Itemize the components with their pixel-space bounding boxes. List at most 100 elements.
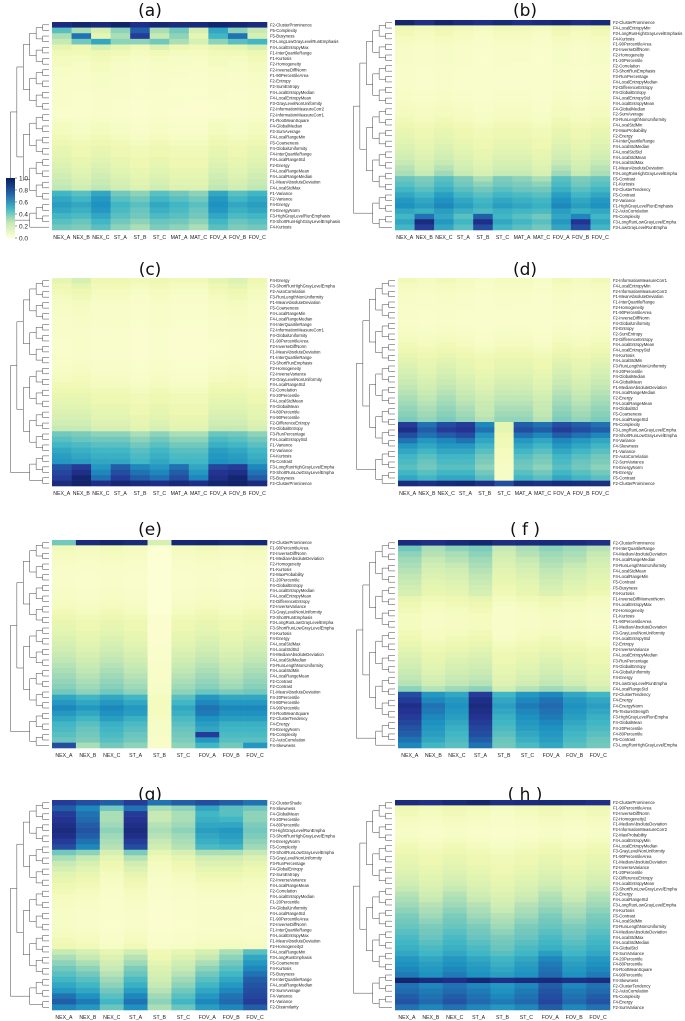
row-label: F4-EnergyNorm <box>613 465 643 470</box>
heatmap-cell <box>219 700 244 706</box>
heatmap-cell <box>247 371 268 377</box>
heatmap-cell <box>398 725 422 732</box>
colorbar-tick-label: 0.4 <box>19 211 28 218</box>
heatmap-cell <box>130 453 151 459</box>
row-label: F4-LocalEntropyMedian <box>270 90 315 95</box>
heatmap-cell <box>494 438 514 444</box>
heatmap-cell <box>149 89 170 96</box>
row-label: F3-LongRunEmphasis <box>270 955 312 960</box>
heatmap-cell <box>551 52 572 58</box>
heatmap-cell <box>436 288 457 295</box>
heatmap-cell <box>75 721 101 727</box>
heatmap-cell <box>91 436 111 443</box>
heatmap-cell <box>571 358 592 364</box>
row-label: F1-InterQuartileRange <box>270 927 312 932</box>
heatmap-cell <box>570 192 591 198</box>
heatmap-cell <box>562 551 587 558</box>
heatmap-cell <box>421 545 446 552</box>
heatmap-cell <box>195 556 220 562</box>
heatmap-cell <box>52 278 72 284</box>
heatmap-cell <box>539 540 564 546</box>
heatmap-cell <box>188 106 209 113</box>
heatmap-cell <box>169 294 190 301</box>
heatmap-cell <box>562 950 587 957</box>
heatmap-cell <box>91 332 111 339</box>
heatmap-cell <box>91 134 111 141</box>
heatmap-cell <box>130 38 151 45</box>
heatmap-cell <box>123 540 148 546</box>
heatmap-cell <box>475 459 495 465</box>
heatmap-cell <box>149 44 170 51</box>
heatmap-cell <box>421 663 446 670</box>
dendrogram-branch <box>378 998 392 1008</box>
heatmap-cell <box>110 196 131 203</box>
dendrogram-branch <box>381 680 389 693</box>
heatmap-cell <box>208 140 229 146</box>
heatmap-cell <box>492 176 513 182</box>
heatmap-cell <box>99 976 124 983</box>
heatmap-cell <box>91 173 111 180</box>
heatmap-cell <box>243 1004 268 1011</box>
heatmap-cell <box>188 458 209 465</box>
heatmap-cell <box>110 83 131 90</box>
dendrogram-branch <box>29 212 49 228</box>
heatmap-cell <box>208 409 229 416</box>
heatmap-cell <box>586 966 611 973</box>
heatmap-cell <box>490 853 515 860</box>
row-label: F2-ClusterProminence <box>270 22 313 27</box>
heatmap-cell <box>417 416 437 423</box>
heatmap-cell <box>147 833 172 839</box>
heatmap-cell <box>492 680 517 687</box>
heatmap-cell <box>219 822 244 828</box>
heatmap-cell <box>571 475 592 481</box>
heatmap-cell <box>243 556 268 562</box>
heatmap-cell <box>188 27 209 34</box>
heatmap-cell <box>586 848 611 855</box>
row-label: F4-LocalStdMin <box>613 919 643 924</box>
heatmap-cell <box>492 213 513 220</box>
column-label: ST_C <box>496 235 510 241</box>
heatmap-cell <box>466 896 491 903</box>
heatmap-cell <box>490 950 515 957</box>
heatmap-cell <box>52 151 72 158</box>
heatmap-cell <box>421 556 446 563</box>
dendrogram-branch <box>381 635 389 648</box>
heatmap-cell <box>570 181 591 188</box>
heatmap-cell <box>586 988 611 995</box>
row-label: F1-Kurtosis <box>613 613 634 618</box>
heatmap-cell <box>398 395 418 401</box>
dendrogram-branch <box>35 694 43 706</box>
row-label: F3-LongRunHighGrayLevelEmphasis <box>613 31 682 36</box>
heatmap-cell <box>110 338 131 344</box>
heatmap-cell <box>539 646 564 653</box>
heatmap-cell <box>219 556 244 562</box>
dendrogram-branch <box>42 935 49 942</box>
heatmap-cell <box>110 38 131 45</box>
row-label: F2-DifferenceEntropy <box>613 85 654 90</box>
dendrogram-branch <box>388 440 395 447</box>
heatmap-cell <box>421 691 446 698</box>
heatmap-cell <box>171 630 196 637</box>
heatmap-cell <box>586 590 611 597</box>
heatmap-cell <box>243 636 268 642</box>
heatmap-cell <box>466 870 491 876</box>
heatmap-cell <box>195 561 220 567</box>
heatmap-cell <box>434 170 454 177</box>
heatmap-cell <box>512 57 533 64</box>
heatmap-cell <box>417 288 437 295</box>
row-label: F4-GlobalUniformity <box>613 321 651 326</box>
dendrogram-branch <box>388 632 395 639</box>
heatmap-cell <box>227 61 248 68</box>
heatmap-cell <box>551 122 572 128</box>
heatmap-cell <box>243 550 268 557</box>
heatmap-cell <box>475 379 495 385</box>
heatmap-cell <box>570 25 591 32</box>
row-label: F2-InformationMeasureCorr2 <box>613 827 668 832</box>
heatmap-cell <box>110 431 131 438</box>
heatmap-cell <box>551 203 572 209</box>
heatmap-cell <box>590 475 611 481</box>
heatmap-cell <box>421 703 446 709</box>
heatmap-cell <box>590 30 611 37</box>
heatmap-cell <box>586 742 611 749</box>
heatmap-cell <box>398 540 422 546</box>
